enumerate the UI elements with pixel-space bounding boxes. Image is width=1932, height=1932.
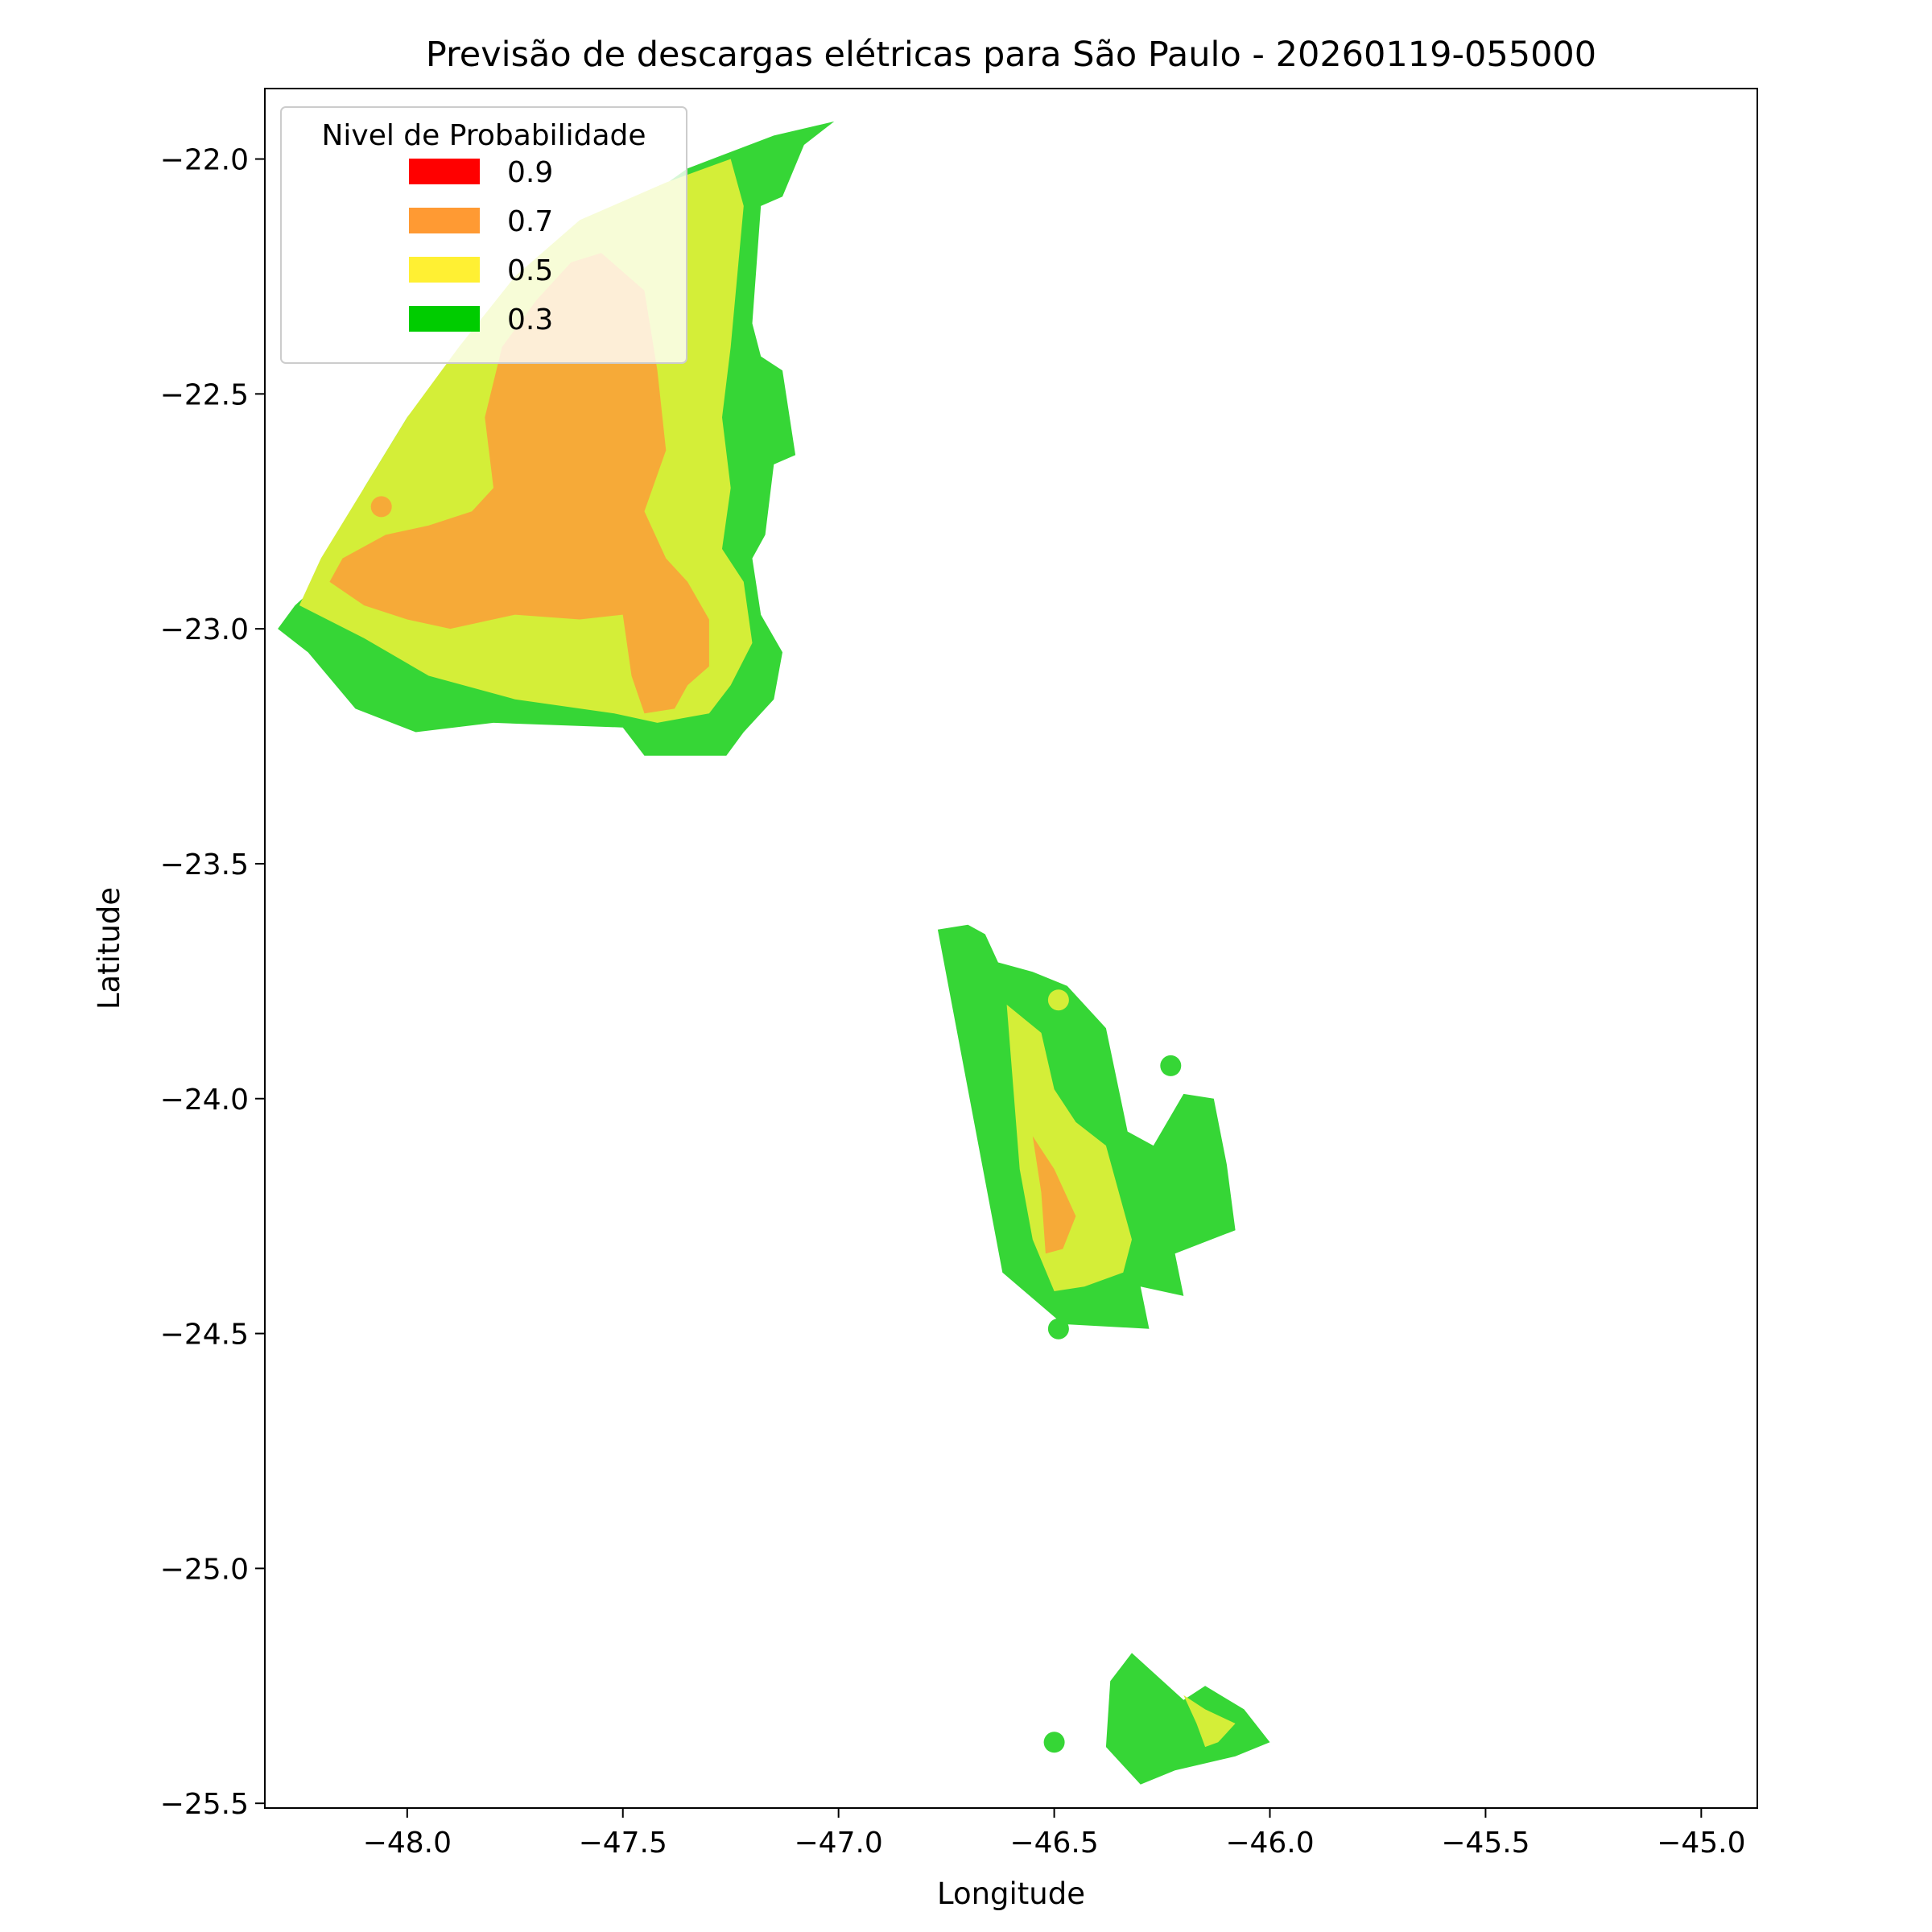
region-level-05-4: [1006, 1005, 1132, 1291]
y-tick-label-7: −25.5: [160, 1788, 249, 1821]
y-tick-label-0: −22.0: [160, 144, 249, 177]
chart-title: Previsão de descargas elétricas para São…: [426, 35, 1596, 75]
legend-box: [280, 106, 687, 364]
region-level-03-6: [1105, 1653, 1270, 1785]
legend-label-03: 0.3: [507, 303, 553, 336]
y-tick-label-5: −24.5: [160, 1319, 249, 1352]
x-tick-label-4: −46.0: [1225, 1827, 1314, 1860]
legend-label-07: 0.7: [507, 205, 553, 238]
legend-entries: 0.9 0.7 0.5 0.3: [409, 156, 553, 336]
region-level-07-2: [329, 253, 709, 714]
probability-points: [370, 425, 1182, 1753]
legend-swatch-07: [409, 208, 480, 233]
legend-label-09: 0.9: [507, 156, 553, 189]
y-tick-label-3: −23.5: [160, 848, 249, 881]
legend-label-05: 0.5: [507, 254, 553, 287]
legend-swatch-03: [409, 306, 480, 332]
y-tick-label-6: −25.0: [160, 1553, 249, 1586]
x-tick-label-3: −46.5: [1009, 1827, 1098, 1860]
y-axis-ticks: −22.0 −22.5 −23.0 −23.5 −24.0 −24.5 −25.0 −25.5: [160, 144, 265, 1821]
y-tick-label-1: −22.5: [160, 378, 249, 411]
legend-swatch-05: [409, 257, 480, 283]
legend: Nivel de Probabilidade 0.9 0.7 0.5 0.3: [280, 106, 687, 364]
x-tick-label-2: −47.0: [795, 1827, 883, 1860]
y-tick-label-4: −24.0: [160, 1084, 249, 1117]
x-tick-label-5: −45.5: [1441, 1827, 1530, 1860]
x-tick-label-6: −45.0: [1657, 1827, 1745, 1860]
point-level-03-4: [1047, 1318, 1069, 1340]
x-tick-label-0: −48.0: [363, 1827, 452, 1860]
point-level-03-3: [1160, 1055, 1182, 1076]
legend-swatch-09: [409, 159, 480, 184]
region-level-05-7: [1183, 1695, 1236, 1748]
x-tick-label-1: −47.5: [579, 1827, 667, 1860]
region-level-07-5: [1032, 1136, 1076, 1254]
x-axis-ticks: −48.0 −47.5 −47.0 −46.5 −46.0 −45.5 −45.0: [363, 1808, 1746, 1860]
y-axis-label: Latitude: [92, 887, 126, 1009]
point-level-07-1: [370, 496, 392, 518]
y-tick-label-2: −23.0: [160, 613, 249, 646]
point-level-07-0: [522, 425, 543, 447]
plot-frame: [264, 88, 1758, 1809]
x-axis-label: Longitude: [937, 1876, 1085, 1911]
point-level-03-5: [1043, 1732, 1065, 1753]
point-level-05-2: [1047, 989, 1069, 1011]
legend-title: Nivel de Probabilidade: [321, 119, 646, 152]
